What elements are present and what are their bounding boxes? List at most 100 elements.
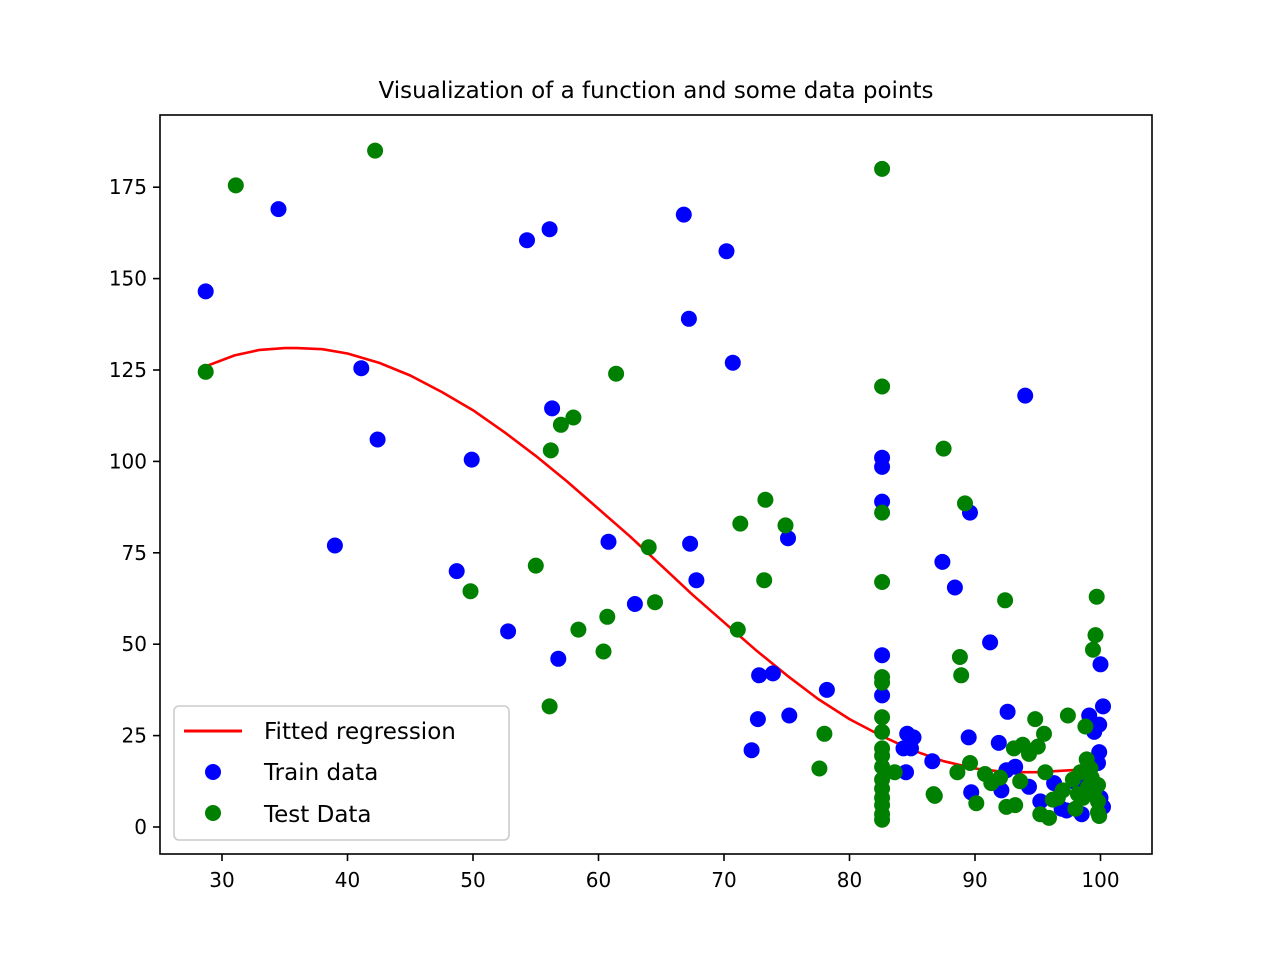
train-data-point — [781, 707, 798, 724]
legend-box — [173, 705, 510, 841]
train-data-point — [924, 753, 941, 770]
test-data-point — [816, 725, 833, 742]
train-data-point — [550, 650, 567, 667]
train-data-point — [1007, 758, 1024, 775]
test-data-point — [647, 594, 663, 611]
legend-test-label: Test Data — [263, 802, 372, 828]
legend-fit-label: Fitted regression — [264, 719, 456, 745]
plot-marks — [197, 142, 1111, 828]
train-data-point — [463, 451, 480, 468]
y-tick-label: 75 — [122, 541, 147, 565]
test-data-point — [951, 649, 968, 665]
test-data-point — [926, 787, 943, 804]
test-data-point — [757, 491, 774, 508]
test-data-point — [874, 504, 891, 521]
test-data-point — [541, 698, 558, 715]
train-data-point — [724, 354, 741, 371]
x-tick-label: 70 — [711, 868, 736, 892]
train-data-point — [675, 206, 692, 223]
y-tick-label: 175 — [109, 175, 147, 199]
test-data-point — [608, 365, 625, 382]
train-data-point — [934, 553, 951, 570]
test-data-point — [542, 442, 559, 459]
plot-frame — [159, 114, 1153, 855]
test-data-point — [729, 621, 746, 638]
train-data-point — [197, 283, 214, 300]
train-data-point — [600, 533, 617, 550]
x-tick-label: 60 — [586, 868, 611, 892]
train-data-point — [1095, 698, 1111, 715]
train-data-point — [680, 310, 697, 327]
test-data-point — [565, 409, 582, 426]
train-data-point — [718, 243, 735, 260]
x-tick-label: 50 — [460, 868, 485, 892]
test-data-point — [1077, 718, 1094, 735]
test-data-point — [197, 363, 214, 380]
test-data-point — [1007, 797, 1024, 814]
test-data-point — [1041, 809, 1057, 826]
test-data-point — [935, 440, 952, 457]
test-data-point — [874, 758, 891, 775]
test-data-point — [1091, 808, 1108, 824]
test-data-point — [1027, 711, 1044, 728]
plot-area — [197, 142, 1111, 828]
train-data-point — [682, 535, 699, 552]
train-data-point — [946, 579, 963, 596]
test-data-point — [1087, 627, 1104, 644]
x-tick-label: 30 — [209, 868, 234, 892]
test-data-point — [595, 643, 612, 660]
train-data-point — [982, 634, 999, 651]
test-data-point — [1012, 773, 1029, 790]
train-data-point — [960, 729, 977, 746]
test-data-point — [886, 764, 903, 781]
train-data-point — [626, 596, 643, 612]
test-data-point — [962, 755, 978, 771]
train-data-point — [270, 201, 287, 218]
train-data-point — [874, 493, 891, 510]
train-data-point — [353, 360, 370, 377]
train-data-point — [688, 572, 705, 589]
train-data-point — [500, 623, 517, 640]
train-data-point — [326, 537, 343, 554]
test-data-point — [1090, 793, 1106, 810]
test-data-point — [367, 142, 384, 159]
test-data-point — [570, 621, 587, 638]
train-data-point — [749, 711, 766, 728]
legend: Fitted regression Train data Test Data — [173, 705, 510, 841]
train-data-point — [898, 764, 914, 781]
test-data-point — [957, 495, 973, 512]
train-data-point — [1091, 744, 1108, 761]
test-data-point — [1085, 641, 1101, 658]
test-data-point — [777, 517, 794, 534]
axis-ticks: 30 40 50 60 70 80 90 100 0 25 50 75 100 125 150 175 — [109, 175, 1120, 892]
test-data-point — [874, 747, 891, 764]
y-tick-label: 150 — [109, 267, 147, 291]
legend-train-marker — [205, 764, 221, 780]
test-data-point — [874, 811, 891, 828]
test-data-point — [1054, 782, 1071, 799]
train-data-point — [1091, 716, 1108, 733]
train-data-point — [874, 647, 891, 664]
test-data-point — [874, 674, 891, 691]
test-data-point — [874, 723, 891, 740]
test-data-point — [1029, 738, 1046, 755]
y-tick-label: 0 — [134, 815, 147, 839]
train-data-point — [751, 667, 768, 684]
test-data-point — [874, 160, 891, 177]
test-data-point — [1059, 707, 1076, 724]
train-data-point — [448, 563, 465, 580]
test-data-point — [640, 539, 657, 556]
fitted-regression-line — [205, 346, 1101, 774]
test-data-point — [1090, 777, 1106, 793]
legend-train-label: Train data — [263, 760, 378, 786]
train-data-point — [874, 458, 891, 475]
test-data-point — [811, 760, 828, 777]
test-data-point — [992, 769, 1009, 786]
test-data-point — [227, 177, 244, 194]
y-tick-label: 100 — [109, 449, 147, 473]
test-data-point — [874, 709, 891, 726]
train-data-point — [764, 665, 781, 682]
train-data-point — [818, 681, 835, 698]
train-data-point — [743, 742, 760, 759]
